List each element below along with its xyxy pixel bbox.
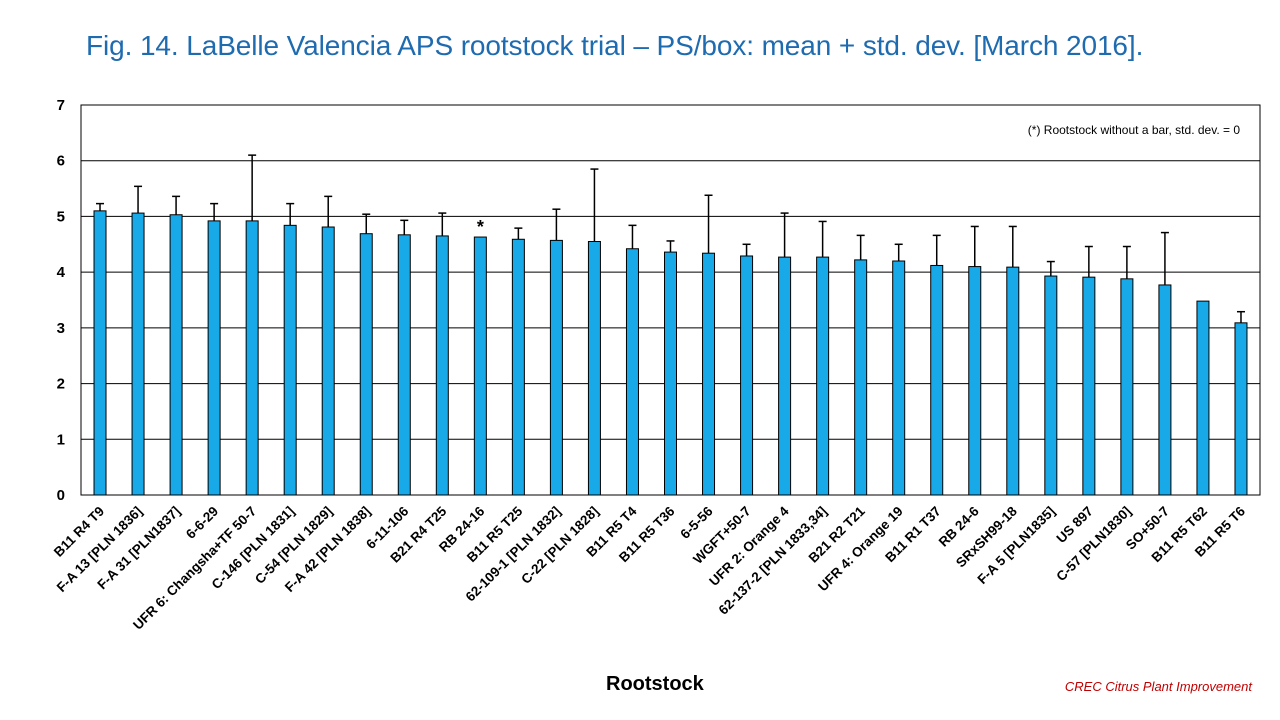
bar <box>93 210 107 496</box>
bar <box>854 259 868 496</box>
no-stddev-marker: * <box>477 217 484 237</box>
bar <box>359 233 373 496</box>
y-tick-label: 4 <box>57 264 66 281</box>
y-tick-label: 3 <box>57 320 65 337</box>
bar <box>587 241 601 496</box>
bar <box>1120 278 1134 496</box>
bar <box>702 252 716 496</box>
bar <box>740 255 754 496</box>
bar <box>245 220 259 496</box>
plot-area-frame <box>80 104 1261 496</box>
chart-title: Fig. 14. LaBelle Valencia APS rootstock … <box>86 30 1144 61</box>
bar <box>321 226 335 496</box>
bar <box>283 224 297 496</box>
error-bars: * <box>96 154 1245 323</box>
bar <box>664 251 677 496</box>
credit-text: CREC Citrus Plant Improvement <box>1064 679 1252 694</box>
bar <box>549 239 563 496</box>
bar <box>816 256 830 496</box>
y-tick-label: 1 <box>57 431 65 448</box>
bar <box>1234 322 1248 496</box>
y-tick-label: 0 <box>57 487 65 504</box>
bar <box>1158 284 1172 496</box>
bar <box>930 264 944 496</box>
bars <box>93 210 1248 496</box>
bar <box>968 266 982 496</box>
bar <box>169 214 183 496</box>
bar <box>131 212 145 496</box>
bar <box>1044 275 1058 496</box>
y-axis-ticks: 0 1 2 3 4 5 6 7 <box>57 97 66 504</box>
bar <box>397 234 411 496</box>
bar <box>892 260 906 496</box>
y-tick-label: 2 <box>57 376 65 393</box>
bar <box>511 238 525 496</box>
bar <box>778 256 792 496</box>
bar <box>207 220 221 496</box>
y-tick-label: 6 <box>57 153 65 170</box>
bar <box>473 236 487 496</box>
bar <box>435 235 449 496</box>
y-tick-label: 7 <box>57 97 65 114</box>
bar <box>1082 276 1096 496</box>
x-axis-ticks: B11 R4 T9F-A 13 [PLN 1836]F-A 31 [PLN183… <box>51 503 1249 633</box>
bar <box>625 248 639 496</box>
bar <box>1196 300 1210 496</box>
std-dev-note: (*) Rootstock without a bar, std. dev. =… <box>1028 123 1241 137</box>
y-tick-label: 5 <box>57 208 65 225</box>
bar <box>1006 266 1020 496</box>
x-axis-label: Rootstock <box>606 673 704 695</box>
